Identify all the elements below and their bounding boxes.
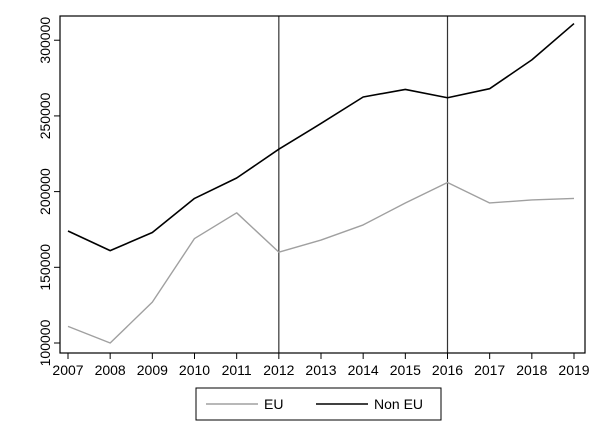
x-tick-label: 2009 — [137, 362, 168, 378]
x-tick-label: 2013 — [305, 362, 336, 378]
axes: 2007 2008 2009 2010 2011 2012 2013 2014 2015 2016… — [37, 15, 590, 378]
x-tick-label: 2018 — [516, 362, 547, 378]
x-tick-label: 2010 — [179, 362, 210, 378]
legend-label-eu: EU — [264, 396, 283, 412]
series-line-eu — [67, 181, 575, 344]
x-tick-label: 2015 — [390, 362, 421, 378]
x-tick-label: 2019 — [558, 362, 589, 378]
y-tick-label: 300000 — [37, 17, 53, 64]
x-tick-label: 2008 — [95, 362, 126, 378]
y-tick-label: 100000 — [37, 319, 53, 366]
legend-label-non-eu: Non EU — [374, 396, 423, 412]
legend: EU Non EU — [195, 387, 442, 421]
x-tick-label: 2014 — [348, 362, 379, 378]
plot-frame — [59, 15, 586, 354]
y-tick-label: 150000 — [37, 244, 53, 291]
series-line-non-eu — [67, 22, 575, 252]
x-tick-label: 2012 — [263, 362, 294, 378]
x-tick-label: 2016 — [432, 362, 463, 378]
y-tick-label: 250000 — [37, 92, 53, 139]
x-tick-label: 2017 — [474, 362, 505, 378]
plot-area — [67, 16, 575, 353]
x-tick-label: 2007 — [52, 362, 83, 378]
y-tick-label: 200000 — [37, 168, 53, 215]
x-tick-label: 2011 — [222, 362, 252, 378]
